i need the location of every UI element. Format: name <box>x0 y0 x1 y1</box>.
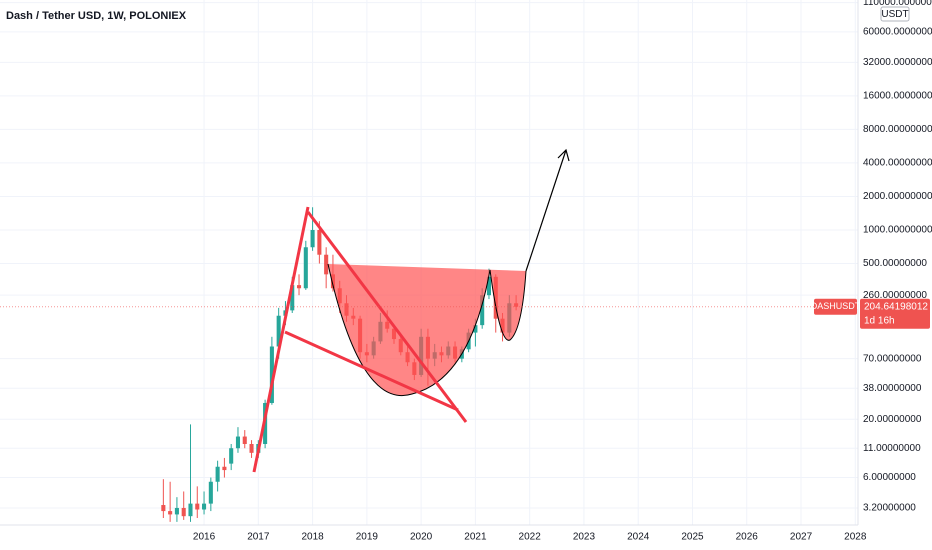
candle-body <box>310 230 315 248</box>
y-tick-label: 4000.00000000 <box>863 158 932 169</box>
y-tick-label: 2000.00000000 <box>863 191 932 202</box>
candle-body <box>249 444 254 453</box>
candle-body <box>222 466 227 471</box>
y-tick-label: 38.00000000 <box>863 383 922 394</box>
candle-body <box>296 285 302 289</box>
drawings <box>252 148 570 473</box>
candle-body <box>480 295 485 326</box>
candle-body <box>208 481 213 504</box>
candle-body <box>276 315 281 347</box>
candle-body <box>229 448 234 464</box>
candle-body <box>174 507 179 515</box>
x-tick-label: 2020 <box>410 532 433 543</box>
candle-body <box>202 503 207 510</box>
x-tick-label: 2022 <box>519 532 542 543</box>
y-tick-label: 20.00000000 <box>863 414 922 425</box>
candle-body <box>486 276 492 296</box>
y-tick-label: 11.00000000 <box>863 443 921 454</box>
candle-body <box>290 285 295 311</box>
x-tick-label: 2016 <box>193 532 216 543</box>
y-tick-label: 6.00000000 <box>863 472 916 483</box>
countdown: 1d 16h <box>864 315 895 326</box>
candle-body <box>168 511 173 515</box>
x-tick-label: 2019 <box>356 532 379 543</box>
symbol-box <box>814 298 857 315</box>
trend-line <box>252 206 310 473</box>
symbol: DASHUSDT <box>811 301 861 311</box>
y-tick-label: 110000.00000000 <box>863 0 932 8</box>
y-tick-label: 60000.00000000 <box>863 27 932 38</box>
candle-body <box>473 325 478 333</box>
candle-body <box>242 436 247 445</box>
candle-body <box>303 247 308 289</box>
y-tick-label: 16000.00000000 <box>863 90 932 101</box>
cup-curve <box>327 263 527 396</box>
candle-body <box>215 466 220 482</box>
x-tick-label: 2021 <box>464 532 487 543</box>
candle-body <box>181 507 186 517</box>
x-tick-label: 2024 <box>627 532 650 543</box>
x-tick-label: 2026 <box>736 532 759 543</box>
trend-line <box>306 211 468 423</box>
x-tick-label: 2025 <box>681 532 704 543</box>
arrow-head <box>557 148 570 162</box>
currency: USDT <box>881 9 908 20</box>
x-tick-label: 2018 <box>301 532 324 543</box>
y-tick-label: 8000.00000000 <box>863 124 932 135</box>
x-tick-label: 2027 <box>790 532 813 543</box>
y-tick-label: 70.00000000 <box>863 353 922 364</box>
y-tick-label: 500.00000000 <box>863 258 927 269</box>
x-tick-label: 2028 <box>844 532 867 543</box>
grid <box>0 0 858 525</box>
price-label: DASHUSDT 204.64198012 1d 16h <box>0 298 930 329</box>
axis: 3.20000000 6.00000000 11.00000000 20.000000… <box>193 0 932 543</box>
candle-body <box>188 503 193 517</box>
candle-body <box>161 505 166 512</box>
candle-body <box>324 254 329 275</box>
candle-body <box>269 346 274 404</box>
candle-body <box>195 503 200 510</box>
cup-fill <box>328 264 526 396</box>
price-box <box>860 298 930 329</box>
currency-box <box>880 6 910 22</box>
x-tick-label: 2023 <box>573 532 596 543</box>
y-tick-label: 1000.00000000 <box>863 225 932 236</box>
trend-line <box>284 330 459 412</box>
chart-title: Dash / Tether USD, 1W, POLONIEX <box>6 10 187 22</box>
candle-body <box>317 230 322 255</box>
y-tick-label: 260.00000000 <box>863 290 927 301</box>
price-axis <box>858 0 932 550</box>
candle-body <box>235 436 241 449</box>
y-tick-label: 32000.00000000 <box>863 57 932 68</box>
last-price: 204.64198012 <box>864 301 928 312</box>
arrow <box>525 149 567 272</box>
x-tick-label: 2017 <box>247 532 270 543</box>
y-tick-label: 3.20000000 <box>863 503 916 514</box>
